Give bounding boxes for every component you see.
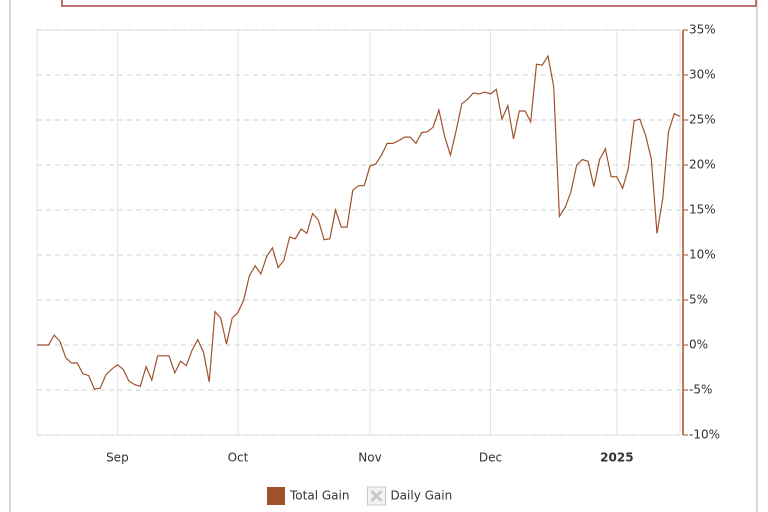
legend: Total Gain Daily Gain bbox=[267, 486, 452, 506]
grid bbox=[37, 29, 680, 436]
legend-swatch[interactable] bbox=[267, 487, 285, 505]
top-panel-edge bbox=[61, 0, 757, 7]
legend-disabled-icon bbox=[370, 489, 383, 503]
plot: -10% -5% 0% 5% 10% 15% 20% 25% 30% 35% Sep Oct Nov De… bbox=[37, 23, 720, 465]
legend-label[interactable]: Daily Gain bbox=[390, 489, 452, 503]
y-tick-label: 10% bbox=[689, 248, 716, 262]
y-tick-label: -5% bbox=[689, 383, 712, 397]
series-line bbox=[37, 54, 681, 390]
y-tick-label: -10% bbox=[689, 428, 720, 442]
y-tick-label: 30% bbox=[689, 68, 716, 82]
y-tick-label: 15% bbox=[689, 203, 716, 217]
plot-area bbox=[36, 29, 681, 436]
y-tick-label: 25% bbox=[689, 113, 716, 127]
x-tick-label: Dec bbox=[479, 451, 502, 465]
x-tick-label: Sep bbox=[106, 451, 129, 465]
x-tick-label: Oct bbox=[228, 451, 249, 465]
x-tick-label: Nov bbox=[358, 451, 381, 465]
y-tick-label: 20% bbox=[689, 158, 716, 172]
legend-label[interactable]: Total Gain bbox=[289, 489, 349, 503]
x-tick-label: 2025 bbox=[600, 451, 633, 465]
y-tick-label: 5% bbox=[689, 293, 708, 307]
y-tick-label: 0% bbox=[689, 338, 708, 352]
y-tick-label: 35% bbox=[689, 23, 716, 37]
